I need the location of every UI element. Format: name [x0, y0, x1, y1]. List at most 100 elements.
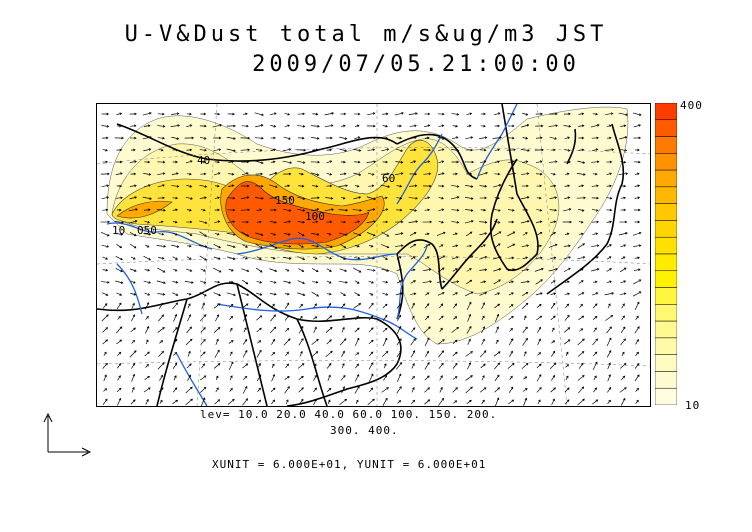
- wind-vector: [185, 338, 193, 346]
- wind-vector: [521, 173, 529, 175]
- wind-vector: [507, 363, 515, 369]
- wind-vector: [368, 280, 374, 284]
- wind-vector: [339, 136, 347, 140]
- wind-vector: [395, 172, 403, 176]
- wind-vector: [577, 375, 585, 381]
- wind-vector: [311, 172, 319, 176]
- wind-vector-head: [245, 281, 249, 285]
- wind-vector-head: [343, 112, 347, 116]
- wind-vector: [200, 397, 206, 406]
- wind-vector: [282, 256, 292, 260]
- wind-vector-head: [330, 245, 333, 248]
- wind-vector: [494, 303, 500, 309]
- wind-vector: [242, 398, 248, 406]
- wind-vector-head: [272, 351, 276, 355]
- wind-vector: [157, 137, 165, 139]
- wind-vector-head: [568, 244, 571, 248]
- wind-vector-head: [260, 172, 264, 176]
- wind-vector: [424, 303, 430, 309]
- wind-vector-head: [566, 375, 569, 379]
- wind-vector-head: [582, 243, 586, 246]
- wind-vector-head: [553, 387, 556, 390]
- wind-vector: [466, 326, 472, 334]
- contour-levels-line1: lev= 10.0 20.0 40.0 60.0 100. 150. 200.: [200, 408, 498, 421]
- wind-vector-head: [188, 314, 192, 317]
- wind-vector: [535, 232, 543, 236]
- wind-vector: [366, 232, 376, 236]
- wind-vector-head: [203, 375, 207, 378]
- wind-vector-head: [286, 363, 289, 367]
- wind-vector: [467, 339, 471, 345]
- wind-vector-head: [148, 387, 151, 390]
- wind-vector-head: [314, 326, 317, 330]
- wind-vector: [619, 136, 627, 140]
- wind-vector-head: [582, 161, 586, 164]
- wind-vector: [536, 363, 542, 369]
- wind-vector-head: [107, 220, 111, 224]
- wind-vector: [535, 160, 543, 164]
- wind-vector-head: [161, 387, 164, 390]
- wind-vector-head: [232, 398, 235, 402]
- wind-vector-head: [541, 148, 544, 152]
- wind-vector-head: [356, 374, 360, 377]
- wind-vector-head: [625, 172, 629, 175]
- wind-vector: [493, 268, 501, 272]
- wind-vector: [508, 185, 514, 187]
- wind-vector-head: [203, 351, 206, 354]
- wind-vector-head: [301, 338, 304, 341]
- wind-vector-head: [540, 172, 543, 176]
- wind-vector-head: [399, 268, 403, 272]
- wind-vector-head: [287, 184, 291, 188]
- wind-vector-head: [498, 184, 502, 187]
- wind-vector-head: [400, 232, 404, 235]
- wind-vector: [326, 293, 332, 295]
- wind-vector-head: [189, 220, 193, 224]
- wind-vector: [103, 374, 107, 382]
- wind-vector-head: [497, 112, 501, 115]
- wind-vector: [396, 137, 402, 139]
- wind-vector-head: [553, 256, 557, 260]
- wind-vector-head: [496, 326, 499, 329]
- wind-vector-head: [498, 279, 501, 282]
- wind-vector: [284, 315, 290, 321]
- wind-vector-head: [191, 136, 195, 140]
- wind-vector: [606, 125, 612, 127]
- wind-vector: [187, 351, 191, 357]
- wind-vector: [242, 244, 248, 248]
- wind-vector-head: [259, 269, 263, 273]
- wind-vector-head: [638, 124, 642, 127]
- wind-vector-head: [441, 267, 445, 270]
- wind-vector-head: [161, 314, 164, 317]
- wind-vector-head: [525, 362, 529, 366]
- wind-vector: [144, 269, 150, 271]
- wind-vector-head: [274, 172, 278, 175]
- wind-vector: [604, 292, 614, 296]
- wind-vector: [326, 280, 332, 284]
- wind-vector: [131, 303, 135, 309]
- wind-vector-head: [370, 293, 374, 296]
- wind-vector-head: [399, 196, 403, 200]
- wind-vector-head: [258, 374, 262, 377]
- wind-vector-head: [611, 148, 615, 152]
- wind-vector: [536, 245, 542, 247]
- wind-vector-head: [302, 124, 306, 128]
- wind-vector-head: [552, 327, 555, 331]
- wind-vector-head: [527, 280, 530, 284]
- wind-vector: [158, 257, 164, 259]
- wind-vector-head: [567, 292, 570, 296]
- wind-vector-head: [552, 398, 555, 402]
- wind-vector-head: [428, 148, 432, 152]
- wind-vector: [635, 400, 639, 404]
- wind-vector-head: [174, 352, 178, 355]
- wind-vector: [229, 316, 233, 320]
- wind-vector-head: [301, 172, 304, 176]
- wind-vector-head: [146, 363, 150, 367]
- wind-vector: [213, 256, 221, 260]
- wind-vector-head: [525, 232, 528, 235]
- wind-vector-head: [261, 113, 264, 117]
- wind-vector-head: [413, 280, 416, 283]
- wind-vector: [634, 197, 640, 199]
- wind-vector-head: [594, 351, 598, 355]
- wind-vector: [143, 255, 151, 261]
- wind-vector-head: [289, 161, 293, 164]
